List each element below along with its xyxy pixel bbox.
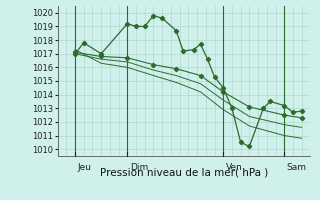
- X-axis label: Pression niveau de la mer( hPa ): Pression niveau de la mer( hPa ): [100, 167, 268, 177]
- Text: Jeu: Jeu: [78, 163, 92, 172]
- Text: Sam: Sam: [287, 163, 307, 172]
- Text: Dim: Dim: [130, 163, 148, 172]
- Text: Ven: Ven: [226, 163, 243, 172]
